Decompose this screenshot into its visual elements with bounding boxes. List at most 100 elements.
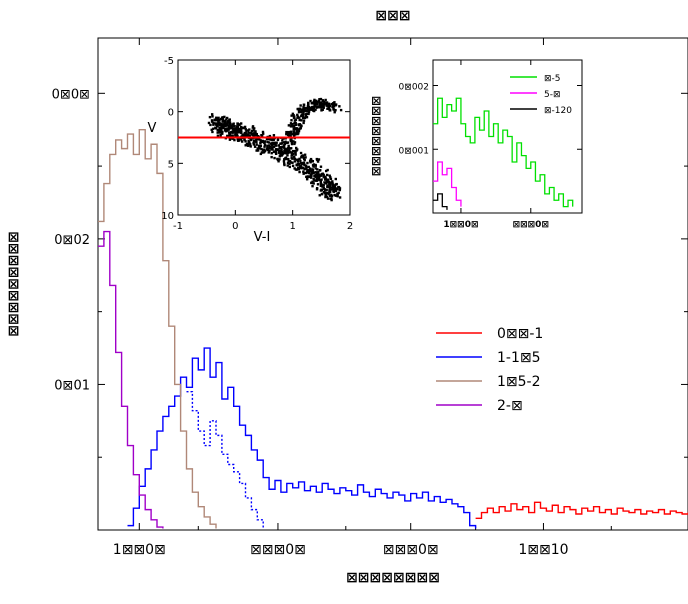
cmd-point xyxy=(209,123,212,127)
cmd-point xyxy=(219,128,223,132)
cmd-point xyxy=(309,161,312,164)
cmd-point xyxy=(215,119,218,122)
cmd-point xyxy=(251,126,255,129)
cmd-point xyxy=(306,161,309,165)
cmd-point xyxy=(298,118,301,122)
cmd-point xyxy=(302,172,305,175)
cmd-point xyxy=(326,197,330,200)
cmd-point xyxy=(332,188,336,191)
cmd-point xyxy=(279,146,282,149)
cmd-point xyxy=(312,107,316,110)
cmd-point xyxy=(235,131,238,134)
main-series-line xyxy=(186,391,264,529)
cmd-point xyxy=(266,144,269,148)
cmd-point xyxy=(279,149,282,152)
cmd-point xyxy=(216,128,219,132)
cmd-point xyxy=(329,181,332,184)
cmd-point xyxy=(255,140,258,144)
cmd-point xyxy=(293,121,296,125)
cmd-point xyxy=(286,154,289,157)
cmd-point xyxy=(320,104,323,107)
cmd-point xyxy=(305,175,308,179)
cmd-point xyxy=(233,127,236,130)
cmd-point xyxy=(323,181,326,184)
cmd-point xyxy=(311,170,315,174)
cmd-point xyxy=(316,183,320,186)
cmd-point xyxy=(248,142,251,145)
cmd-point xyxy=(286,133,290,137)
cmd-point xyxy=(302,161,306,165)
cmd-point xyxy=(295,131,298,134)
cmd-point xyxy=(224,123,227,126)
cmd-point xyxy=(304,164,308,167)
cmd-point xyxy=(255,133,258,136)
cmd-point xyxy=(263,140,267,143)
cmd-point xyxy=(290,151,294,155)
cmd-point xyxy=(319,180,323,183)
cmd-point xyxy=(248,128,251,131)
cmd-point xyxy=(237,130,240,134)
cmd-x-tick-label: 0 xyxy=(232,221,238,232)
cmd-point xyxy=(304,167,308,170)
cmd-point xyxy=(308,175,311,179)
cmd-point xyxy=(306,175,309,178)
cmd-point xyxy=(316,174,320,177)
cmd-point xyxy=(318,105,321,109)
cmd-point xyxy=(323,101,326,105)
cmd-point xyxy=(221,116,225,119)
cmd-point xyxy=(323,191,327,195)
cmd-point xyxy=(321,99,325,103)
cmd-point xyxy=(331,185,335,188)
cmd-point xyxy=(296,113,299,117)
cmd-point xyxy=(216,131,219,134)
cmd-x-tick-label: -1 xyxy=(173,221,183,232)
cmd-point xyxy=(225,127,229,131)
cmd-point xyxy=(272,145,276,149)
cmd-point xyxy=(303,153,307,156)
cmd-point xyxy=(228,118,231,121)
cmd-point xyxy=(314,99,318,102)
cmd-point xyxy=(293,119,297,122)
cmd-point xyxy=(281,145,284,148)
cmd-point xyxy=(311,184,314,188)
cmd-point xyxy=(271,138,275,141)
cmd-point xyxy=(307,171,311,175)
cmd-point xyxy=(302,166,305,170)
cmd-point xyxy=(310,108,313,111)
cmd-point xyxy=(326,168,329,172)
cmd-point xyxy=(313,98,316,102)
cmd-point xyxy=(284,152,287,155)
cmd-point xyxy=(338,187,342,190)
cmd-point xyxy=(299,126,302,130)
cmd-point xyxy=(327,192,330,196)
cmd-point xyxy=(297,162,301,166)
cmd-point xyxy=(318,178,321,182)
cmd-point xyxy=(243,138,246,141)
cmd-point xyxy=(273,142,276,146)
cmd-point xyxy=(251,133,254,137)
cmd-point xyxy=(271,141,275,145)
cmd-point xyxy=(267,141,271,144)
cmd-point xyxy=(240,130,243,133)
cmd-point xyxy=(324,169,328,173)
cmd-point xyxy=(313,103,316,107)
cmd-point xyxy=(273,141,277,144)
cmd-point xyxy=(267,147,270,151)
cmd-point xyxy=(329,177,333,181)
cmd-point xyxy=(303,116,307,120)
cmd-point xyxy=(288,148,291,152)
cmd-point xyxy=(266,140,269,144)
cmd-point xyxy=(297,130,300,133)
cmd-point xyxy=(329,183,332,186)
cmd-point xyxy=(322,184,325,187)
cmd-point xyxy=(275,141,278,144)
cmd-point xyxy=(311,168,314,171)
cmd-point xyxy=(331,183,335,186)
cmd-point xyxy=(309,99,312,103)
cmd-point xyxy=(322,106,325,110)
cmd-point xyxy=(296,160,300,163)
hist-y-axis-label: ⊠⊠⊠⊠⊠⊠⊠⊠ xyxy=(369,96,383,176)
main-legend-label: 0⊠⊠-1 xyxy=(497,326,543,342)
cmd-point xyxy=(285,130,288,134)
